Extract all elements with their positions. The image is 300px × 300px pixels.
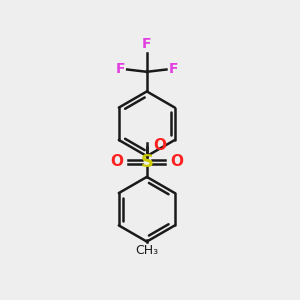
Text: S: S xyxy=(140,153,153,171)
Text: O: O xyxy=(171,154,184,169)
Text: F: F xyxy=(169,62,178,76)
Text: O: O xyxy=(153,138,166,153)
Text: F: F xyxy=(116,62,125,76)
Text: O: O xyxy=(110,154,123,169)
Text: F: F xyxy=(142,37,152,51)
Text: CH₃: CH₃ xyxy=(135,244,158,257)
